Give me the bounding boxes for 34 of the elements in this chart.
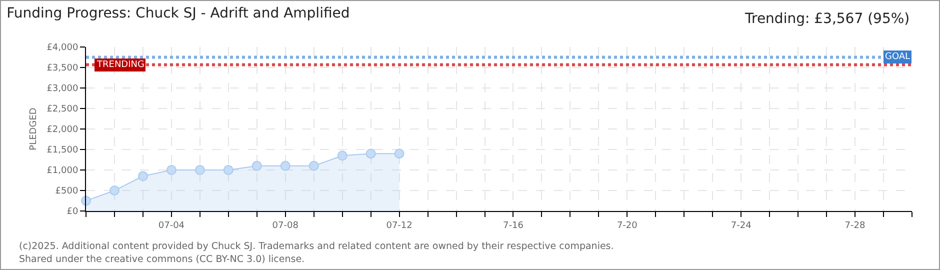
x-tick-label: 7-24 — [730, 220, 752, 231]
ref-line-label: TRENDING — [96, 60, 144, 70]
text: Shared under the creative commons (CC BY-NC 3.0) license. — [19, 254, 305, 265]
x-tick-label: 07-08 — [272, 220, 299, 231]
point — [223, 165, 234, 175]
x-tick-label: 7-16 — [503, 220, 524, 231]
x-tick-label: 7-28 — [844, 220, 866, 231]
point — [252, 160, 262, 171]
point — [337, 150, 348, 161]
point — [138, 171, 148, 182]
point — [280, 160, 290, 171]
y-tick-label: £0 — [66, 207, 78, 218]
chart-title: Funding Progress: Chuck SJ - Adrift and Amplified — [6, 6, 350, 22]
point — [394, 148, 404, 159]
y-tick-label: £1,000 — [46, 166, 78, 176]
chart-subtitle: Trending: £3,567 (95%) — [744, 11, 910, 27]
y-tick-label: £2,500 — [46, 104, 78, 115]
point — [109, 186, 120, 196]
y-tick-label: £2,000 — [46, 125, 78, 136]
ref-line-label: GOAL — [885, 52, 910, 62]
y-tick-label: £3,500 — [46, 64, 78, 74]
point — [308, 160, 319, 171]
x-tick-label: 7-20 — [616, 220, 638, 231]
point — [166, 165, 176, 175]
x-tick-label: 07-12 — [386, 220, 412, 231]
y-tick-label: £3,000 — [46, 84, 78, 94]
y-axis-title: PLEDGED — [29, 108, 40, 150]
y-tick-label: £4,000 — [46, 43, 78, 54]
text: (c)2025. Additional content provided by Chuck SJ. Trademarks and related content are owned by their respective companies. — [19, 241, 614, 252]
y-tick-label: £1,500 — [46, 146, 78, 156]
point — [366, 148, 376, 159]
point — [194, 165, 205, 175]
y-tick-label: £500 — [55, 186, 78, 197]
x-tick-label: 07-04 — [158, 220, 185, 231]
